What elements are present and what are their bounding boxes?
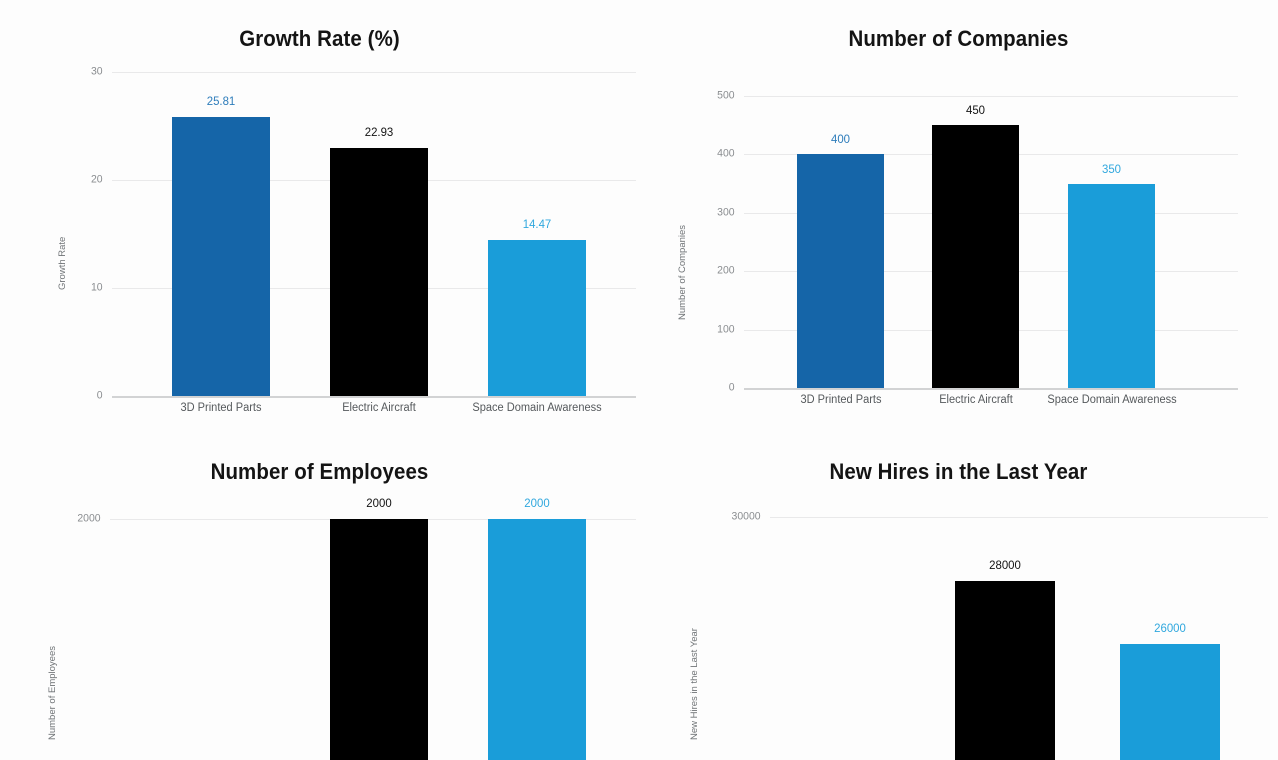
bar[interactable]: [797, 154, 884, 388]
bar-value-label: 14.47: [522, 216, 552, 231]
bar[interactable]: [488, 519, 586, 760]
bar[interactable]: [330, 148, 428, 396]
y-axis-tick-label: 500: [717, 89, 735, 102]
chart-panel-companies: Number of Companies 0 100 200 300 400 500 Numb…: [639, 0, 1278, 440]
bar-value-label: 26000: [1154, 621, 1186, 636]
y-axis-tick-label: 2000: [77, 512, 101, 525]
bar-value-label: 2000: [524, 496, 550, 510]
gridline: [744, 96, 1238, 97]
y-axis-label: Number of Employees: [47, 646, 58, 740]
bar-value-label: 25.81: [206, 94, 236, 109]
chart-panel-employees: Number of Employees 500100015002000Numbe…: [0, 440, 639, 760]
bar[interactable]: [330, 519, 428, 760]
x-axis-baseline: [112, 396, 636, 398]
chart-title-companies: Number of Companies: [848, 26, 1069, 51]
plot-area-new-hires: 100002000030000New Hires in the Last Yea…: [639, 440, 1278, 760]
chart-title-new-hires: New Hires in the Last Year: [829, 459, 1088, 484]
bar[interactable]: [488, 239, 586, 396]
bar[interactable]: [1068, 183, 1155, 388]
x-axis-tick-label: Electric Aircraft: [938, 394, 1013, 406]
chart-title-growth-rate: Growth Rate (%): [239, 26, 400, 51]
y-axis-tick-label: 0: [728, 381, 735, 394]
bar-value-label: 22.93: [364, 125, 394, 140]
y-axis-tick-label: 10: [90, 281, 103, 294]
gridline: [770, 517, 1268, 518]
y-axis-tick-label: 0: [96, 389, 103, 402]
bar-value-label: 2000: [366, 496, 392, 510]
y-axis-label: Growth Rate: [57, 236, 68, 290]
y-axis-tick-label: 30000: [731, 510, 761, 523]
bar[interactable]: [1120, 644, 1220, 760]
chart-panel-growth-rate: Growth Rate (%) 0 10 20 30 Growth Rate 25.81 3…: [0, 0, 639, 440]
x-axis-tick-label: 3D Printed Parts: [180, 402, 262, 414]
x-axis-tick-label: 3D Printed Parts: [800, 394, 881, 406]
y-axis-tick-label: 300: [717, 206, 735, 219]
x-axis-tick-label: Space Domain Awareness: [472, 402, 602, 414]
bar-value-label: 450: [965, 103, 986, 118]
x-axis-baseline: [744, 388, 1238, 390]
bar-value-label: 350: [1101, 161, 1122, 176]
y-axis-tick-label: 20: [90, 173, 103, 186]
bar-value-label: 400: [830, 132, 851, 147]
y-axis-tick-label: 400: [717, 147, 735, 160]
x-axis-tick-label: Electric Aircraft: [342, 402, 416, 414]
gridline: [112, 72, 636, 73]
plot-area-growth-rate: 0 10 20 30 Growth Rate 25.81 3D Printed Parts 2…: [0, 0, 639, 440]
chart-panel-new-hires: New Hires in the Last Year 1000020000300…: [639, 440, 1278, 760]
plot-area-companies: 0 100 200 300 400 500 Number of Companies 400 3D…: [639, 0, 1278, 440]
x-axis-tick-label: Space Domain Awareness: [1046, 394, 1177, 406]
bar[interactable]: [172, 117, 270, 396]
plot-area-employees: 500100015002000Number of Employees6503D …: [0, 440, 639, 760]
y-axis-tick-label: 100: [717, 323, 735, 336]
y-axis-label: New Hires in the Last Year: [689, 628, 700, 740]
y-axis-tick-label: 200: [717, 264, 735, 277]
y-axis-label: Number of Companies: [677, 224, 688, 320]
chart-title-employees: Number of Employees: [210, 459, 429, 484]
bar-value-label: 28000: [989, 557, 1021, 572]
bar[interactable]: [955, 580, 1055, 760]
bar[interactable]: [932, 125, 1019, 388]
y-axis-tick-label: 30: [90, 65, 103, 78]
